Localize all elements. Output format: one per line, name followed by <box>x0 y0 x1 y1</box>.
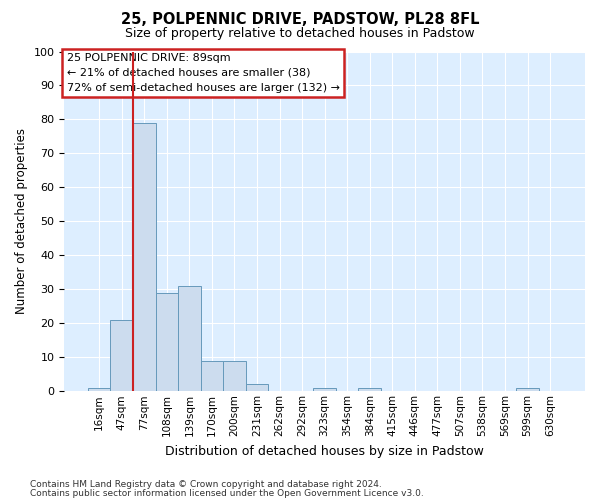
Bar <box>246 384 268 392</box>
Bar <box>313 388 336 392</box>
Bar <box>223 360 246 392</box>
Text: Contains public sector information licensed under the Open Government Licence v3: Contains public sector information licen… <box>30 488 424 498</box>
Bar <box>358 388 381 392</box>
Y-axis label: Number of detached properties: Number of detached properties <box>15 128 28 314</box>
Text: 25, POLPENNIC DRIVE, PADSTOW, PL28 8FL: 25, POLPENNIC DRIVE, PADSTOW, PL28 8FL <box>121 12 479 28</box>
Bar <box>516 388 539 392</box>
Text: Size of property relative to detached houses in Padstow: Size of property relative to detached ho… <box>125 28 475 40</box>
Text: 25 POLPENNIC DRIVE: 89sqm
← 21% of detached houses are smaller (38)
72% of semi-: 25 POLPENNIC DRIVE: 89sqm ← 21% of detac… <box>67 53 340 93</box>
Bar <box>200 360 223 392</box>
Bar <box>133 123 155 392</box>
Bar <box>110 320 133 392</box>
Bar <box>155 292 178 392</box>
Bar <box>178 286 200 392</box>
Text: Contains HM Land Registry data © Crown copyright and database right 2024.: Contains HM Land Registry data © Crown c… <box>30 480 382 489</box>
X-axis label: Distribution of detached houses by size in Padstow: Distribution of detached houses by size … <box>165 444 484 458</box>
Bar <box>88 388 110 392</box>
